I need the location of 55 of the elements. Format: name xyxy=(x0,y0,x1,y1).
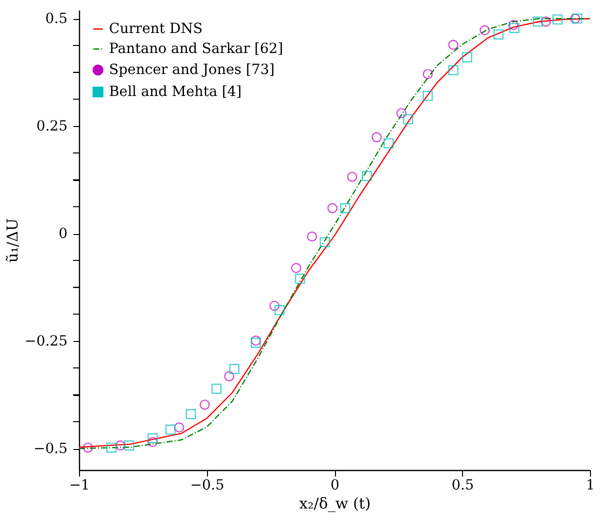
point xyxy=(422,90,433,102)
point xyxy=(211,384,222,394)
point xyxy=(148,436,158,448)
point xyxy=(174,422,184,432)
legend-label: Pantano and Sarkar [62] xyxy=(109,41,284,57)
point xyxy=(320,237,330,248)
point xyxy=(229,364,240,374)
point xyxy=(340,203,350,214)
point xyxy=(82,442,94,453)
point xyxy=(532,16,543,27)
point xyxy=(403,114,414,124)
point xyxy=(552,14,563,25)
y-tick-label: 0 xyxy=(58,226,68,242)
point xyxy=(540,16,551,27)
point xyxy=(115,440,126,451)
point xyxy=(327,203,338,214)
point xyxy=(448,40,458,50)
point xyxy=(384,138,394,148)
point xyxy=(124,440,134,451)
point xyxy=(422,68,433,80)
point xyxy=(347,172,358,182)
point xyxy=(274,305,285,316)
point xyxy=(362,170,372,182)
point xyxy=(509,22,520,34)
x-axis-title: x₂/δ_w (t) xyxy=(299,494,371,512)
point xyxy=(493,29,504,40)
x-tick-label: 1 xyxy=(586,478,595,494)
point xyxy=(448,65,458,76)
point xyxy=(186,409,196,420)
x-tick-label: −0.5 xyxy=(190,478,224,494)
point xyxy=(165,424,176,435)
y-tick-label: −0.5 xyxy=(34,441,68,458)
point xyxy=(372,132,382,142)
legend-label: Bell and Mehta [4] xyxy=(109,84,242,100)
point xyxy=(396,108,407,118)
point xyxy=(294,274,306,284)
point xyxy=(508,20,518,30)
legend-label: Spencer and Jones [73] xyxy=(109,62,275,78)
point xyxy=(291,262,302,274)
point xyxy=(269,300,280,311)
point xyxy=(106,442,117,453)
point xyxy=(480,25,490,36)
point xyxy=(462,52,472,62)
point xyxy=(224,371,234,382)
x-tick-label: 0.5 xyxy=(452,478,474,494)
y-tick-label: 0.25 xyxy=(36,118,68,135)
x-tick-label: 0 xyxy=(330,478,340,494)
legend-label: Current DNS xyxy=(109,21,203,37)
y-tick-label: 0.5 xyxy=(45,11,68,28)
point xyxy=(200,400,210,410)
point xyxy=(148,433,158,444)
x-tick-label: −1 xyxy=(69,478,90,494)
y-tick-label: −0.25 xyxy=(24,334,68,350)
y-axis-title: ũ₁/ΔU xyxy=(4,218,22,263)
point xyxy=(306,232,318,242)
